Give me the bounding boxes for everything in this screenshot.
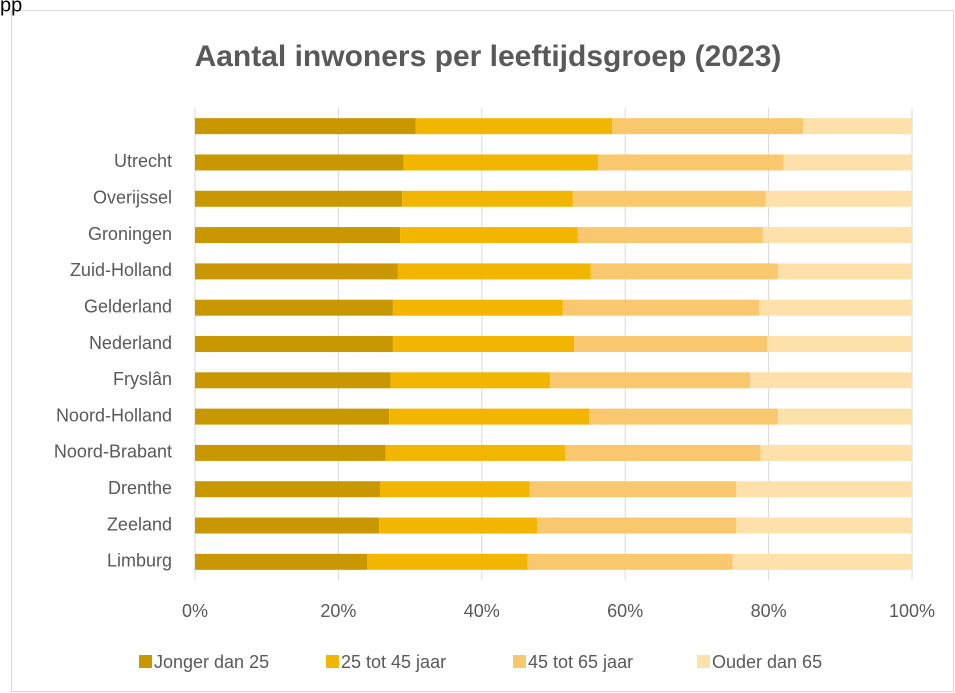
- legend-label: Ouder dan 65: [712, 652, 822, 672]
- bar-segment: [760, 444, 912, 461]
- bar-segment: [402, 190, 573, 207]
- bar-segment: [765, 190, 912, 207]
- y-tick-label: Gelderland: [84, 296, 172, 316]
- bar-segment: [195, 553, 368, 570]
- y-tick-label: Zuid-Holland: [70, 260, 172, 280]
- legend-swatch: [139, 655, 152, 668]
- bar-segment: [577, 227, 763, 244]
- bar-segment: [379, 481, 530, 498]
- bar-segment: [400, 227, 578, 244]
- bar-segment: [392, 336, 575, 352]
- bar-segment: [195, 154, 404, 171]
- bar-segment: [783, 154, 912, 171]
- y-tick-label: Overijssel: [93, 188, 172, 208]
- x-tick-label: 20%: [320, 601, 356, 621]
- bar-segment: [195, 372, 391, 389]
- y-tick-label: Drenthe: [108, 478, 172, 498]
- bar-segment: [777, 263, 912, 280]
- bar-segment: [195, 263, 398, 280]
- bar-segment: [572, 190, 766, 207]
- chart-title: Aantal inwoners per leeftijdsgroep (2023…: [195, 40, 782, 73]
- bar-segment: [367, 553, 528, 570]
- bar-segment: [589, 408, 778, 425]
- bar-segment: [736, 517, 912, 534]
- legend-label: 25 tot 45 jaar: [341, 652, 446, 672]
- bar-segment: [759, 299, 912, 316]
- cropped-text: pp: [0, 0, 22, 16]
- bar-segment: [195, 190, 403, 207]
- bar-segment: [415, 118, 613, 135]
- bar-segment: [403, 154, 598, 171]
- bar-segment: [597, 154, 784, 171]
- bar-segment: [549, 372, 750, 389]
- legend-swatch: [513, 655, 526, 668]
- y-tick-label: Noord-Holland: [56, 405, 172, 425]
- bar-segment: [195, 408, 390, 425]
- legend-swatch: [697, 655, 710, 668]
- bar-segment: [564, 444, 761, 461]
- x-tick-label: 60%: [607, 601, 643, 621]
- bar-segment: [732, 553, 912, 570]
- y-tick-label: Noord-Brabant: [54, 442, 172, 462]
- bar-segment: [736, 481, 912, 498]
- bar-segment: [390, 372, 550, 389]
- bar-segment: [529, 481, 737, 498]
- x-tick-label: 40%: [464, 601, 500, 621]
- y-tick-label: Limburg: [107, 551, 172, 571]
- bar-segment: [195, 118, 416, 135]
- bar-segment: [195, 481, 380, 498]
- x-tick-label: 0%: [182, 601, 208, 621]
- legend-label: Jonger dan 25: [154, 652, 269, 672]
- bar-segment: [590, 263, 778, 280]
- legend-swatch: [326, 655, 339, 668]
- y-tick-label: Utrecht: [114, 151, 172, 171]
- bar-segment: [749, 372, 912, 389]
- bar-segment: [195, 517, 380, 534]
- bar-segment: [762, 227, 912, 244]
- y-tick-label: Groningen: [88, 224, 172, 244]
- y-tick-label: Nederland: [89, 333, 172, 353]
- bar-segment: [803, 118, 912, 135]
- bar-segment: [389, 408, 590, 425]
- bar-segment: [379, 517, 538, 534]
- bar-segment: [562, 299, 760, 316]
- x-tick-label: 80%: [751, 601, 787, 621]
- y-tick-label: Zeeland: [107, 514, 172, 534]
- bar-segment: [777, 408, 912, 425]
- bar-segment: [392, 299, 563, 316]
- bar-segment: [767, 336, 912, 352]
- x-tick-label: 100%: [889, 601, 935, 621]
- bar-segment: [612, 118, 804, 135]
- bar-segment: [537, 517, 737, 534]
- legend-label: 45 tot 65 jaar: [528, 652, 633, 672]
- bar-segment: [397, 263, 591, 280]
- bar-segment: [527, 553, 733, 570]
- bar-segment: [195, 336, 393, 352]
- bar-segment: [574, 336, 768, 352]
- bar-segment: [195, 227, 401, 244]
- bar-segment: [195, 444, 386, 461]
- bar-segment: [385, 444, 565, 461]
- y-tick-label: Fryslân: [113, 369, 172, 389]
- bar-segment: [195, 299, 393, 316]
